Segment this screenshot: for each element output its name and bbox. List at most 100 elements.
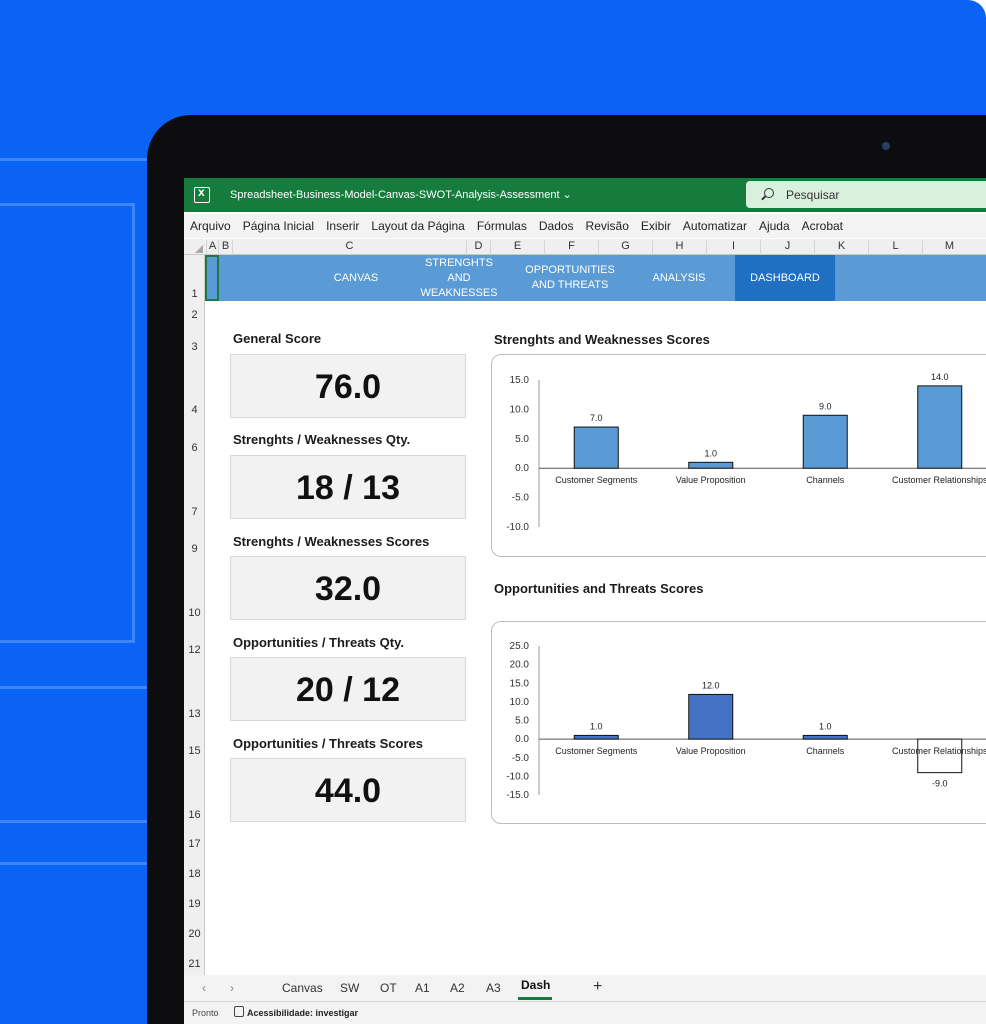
decorative-line [0, 820, 150, 823]
tab-a3[interactable]: A3 [486, 981, 501, 995]
nav-analysis[interactable]: ANALYSIS [652, 271, 706, 284]
row-header[interactable]: 15 [188, 745, 201, 757]
tab-a1[interactable]: A1 [415, 981, 430, 995]
row-header[interactable]: 3 [191, 341, 198, 353]
data-label: 14.0 [931, 372, 949, 382]
tab-next-arrow[interactable]: › [230, 981, 234, 995]
row-header[interactable]: 12 [188, 644, 201, 656]
row-header[interactable]: 16 [188, 809, 201, 821]
menu-automatizar[interactable]: Automatizar [682, 219, 747, 233]
y-tick-label: -5.0 [512, 753, 530, 764]
ot-qty-value[interactable]: 20 / 12 [230, 657, 466, 721]
menu-arquivo[interactable]: Arquivo [190, 219, 231, 233]
category-label: Customer Segments [555, 475, 638, 485]
row-header[interactable]: 6 [191, 442, 198, 454]
status-bar: Pronto Acessibilidade: investigar [184, 1001, 986, 1024]
row-header[interactable]: 4 [191, 404, 198, 416]
tab-dash[interactable]: Dash [521, 978, 551, 992]
column-header[interactable]: M [922, 240, 976, 255]
row-header[interactable]: 19 [188, 898, 201, 910]
y-tick-label: -10.0 [506, 522, 529, 533]
menu-pagina-inicial[interactable]: Página Inicial [242, 219, 315, 233]
ot-chart-title: Opportunities and Threats Scores [494, 581, 704, 596]
column-header[interactable]: A [206, 240, 218, 255]
nav-opportunities-threats[interactable]: OPPORTUNITIES AND THREATS [525, 264, 615, 291]
category-label: Channels [806, 475, 845, 485]
row-header[interactable]: 17 [188, 838, 201, 850]
select-all-corner[interactable] [184, 239, 206, 255]
sw-qty-value[interactable]: 18 / 13 [230, 455, 466, 519]
active-tab-indicator [518, 997, 552, 1000]
bar [573, 734, 619, 740]
sw-chart-title: Strenghts and Weaknesses Scores [494, 332, 710, 347]
sw-scores-value[interactable]: 32.0 [230, 556, 466, 620]
bar [917, 385, 963, 469]
menu-ajuda[interactable]: Ajuda [758, 219, 790, 233]
y-tick-label: 15.0 [510, 375, 530, 386]
camera-dot [882, 142, 890, 150]
row-header[interactable]: 18 [188, 868, 201, 880]
column-header[interactable]: K [814, 240, 868, 255]
menu-formulas[interactable]: Fórmulas [476, 219, 527, 233]
data-label: 1.0 [819, 721, 832, 731]
row-header[interactable]: 10 [188, 607, 201, 619]
search-placeholder: Pesquisar [786, 188, 840, 202]
column-header[interactable]: D [466, 240, 490, 255]
menu-dados[interactable]: Dados [538, 219, 574, 233]
y-tick-label: 25.0 [510, 641, 530, 652]
ot-chart-box[interactable]: 25.0 20.0 15.0 10.0 5.0 0.0 -5.0 -10.0 -15.0 1.0 C… [491, 621, 986, 824]
accessibility-status[interactable]: Acessibilidade: investigar [247, 1008, 359, 1018]
data-label: 9.0 [819, 401, 832, 411]
sheet-tab-bar: ‹ › Canvas SW OT A1 A2 A3 Dash + [184, 975, 986, 1001]
decorative-frame [0, 203, 135, 643]
decorative-line [0, 686, 150, 689]
add-sheet-button[interactable]: + [593, 978, 603, 995]
nav-canvas[interactable]: CANVAS [333, 271, 379, 284]
nav-dashboard[interactable]: DASHBOARD [735, 255, 835, 301]
column-header[interactable]: H [652, 240, 706, 255]
sw-chart-box[interactable]: 15.0 10.0 5.0 0.0 -5.0 -10.0 7.0 Customer Segme… [491, 354, 986, 557]
menu-acrobat[interactable]: Acrobat [801, 219, 844, 233]
row-header[interactable]: 2 [191, 309, 198, 321]
row-header[interactable]: 9 [191, 543, 198, 555]
document-title[interactable]: Spreadsheet-Business-Model-Canvas-SWOT-A… [230, 189, 572, 201]
status-ready: Pronto [192, 1008, 219, 1018]
selected-cell[interactable] [205, 255, 219, 301]
tab-sw[interactable]: SW [340, 981, 360, 995]
column-header[interactable]: L [868, 240, 922, 255]
column-header[interactable]: I [706, 240, 760, 255]
ot-scores-value[interactable]: 44.0 [230, 758, 466, 822]
column-header[interactable]: G [598, 240, 652, 255]
data-label: 7.0 [590, 413, 603, 423]
y-tick-label: -5.0 [512, 493, 530, 504]
ot-scores-label: Opportunities / Threats Scores [233, 736, 423, 751]
general-score-value[interactable]: 76.0 [230, 354, 466, 418]
y-tick-label: 0.0 [515, 734, 529, 745]
tab-canvas[interactable]: Canvas [282, 981, 323, 995]
tab-a2[interactable]: A2 [450, 981, 465, 995]
column-header[interactable]: C [232, 240, 466, 255]
column-header[interactable]: F [544, 240, 598, 255]
category-label: Customer Relationships [892, 475, 986, 485]
tab-prev-arrow[interactable]: ‹ [202, 981, 206, 995]
column-header[interactable]: J [760, 240, 814, 255]
row-header[interactable]: 1 [191, 288, 198, 300]
row-header[interactable]: 20 [188, 928, 201, 940]
menu-layout[interactable]: Layout da Página [371, 219, 465, 233]
row-header[interactable]: 7 [191, 506, 198, 518]
column-header[interactable]: E [490, 240, 544, 255]
category-label: Value Proposition [676, 746, 746, 756]
tab-ot[interactable]: OT [380, 981, 397, 995]
nav-strenghts-weaknesses[interactable]: STRENGHTS AND WEAKNESSES [420, 256, 498, 299]
data-label: 1.0 [590, 721, 603, 731]
menu-inserir[interactable]: Inserir [326, 219, 360, 233]
general-score-label: General Score [233, 331, 322, 346]
row-header[interactable]: 13 [188, 708, 201, 720]
column-headers: A B C D E F G H I J K L M [184, 239, 986, 255]
column-header[interactable]: B [218, 240, 232, 255]
menu-revisao[interactable]: Revisão [585, 219, 629, 233]
y-tick-label: 10.0 [510, 697, 530, 708]
menu-exibir[interactable]: Exibir [640, 219, 671, 233]
row-header[interactable]: 21 [188, 958, 201, 970]
search-box[interactable]: Pesquisar [746, 181, 986, 208]
